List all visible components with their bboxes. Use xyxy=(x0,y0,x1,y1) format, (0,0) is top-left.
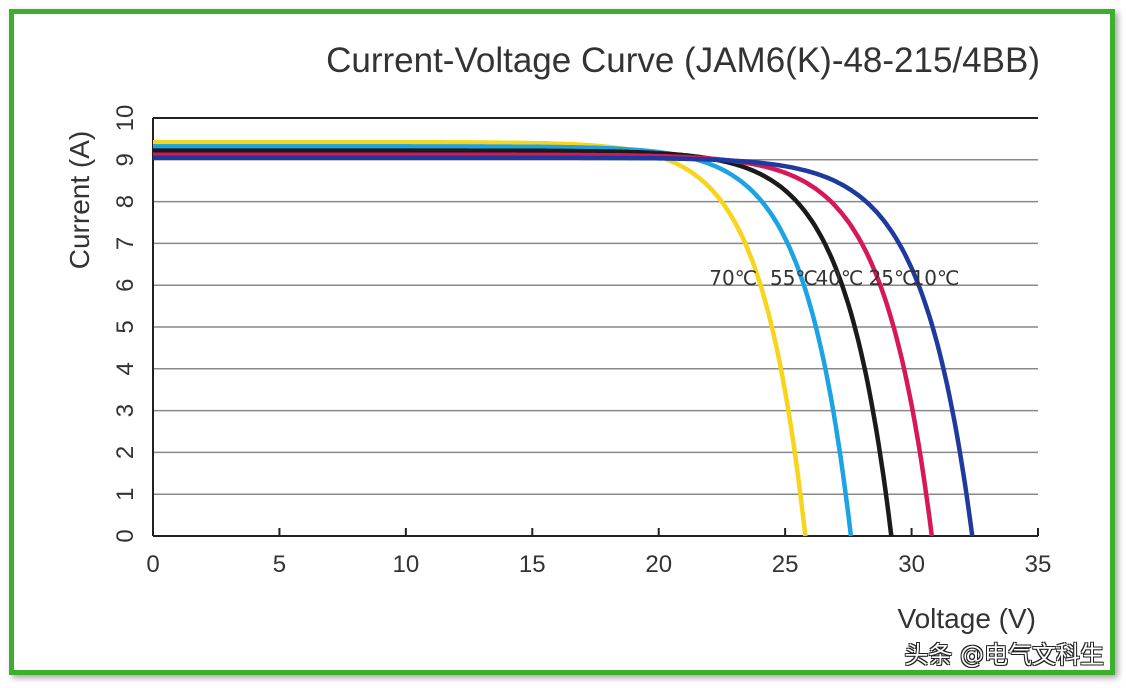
series-label: 40℃ xyxy=(815,266,863,290)
y-axis-label: Current (A) xyxy=(64,131,95,269)
curve-70c xyxy=(153,139,808,537)
y-tick-label: 9 xyxy=(112,153,139,166)
y-tick-label: 7 xyxy=(112,237,139,250)
x-tick-label: 25 xyxy=(772,551,799,578)
x-tick-label: 15 xyxy=(519,551,546,578)
series-label: 55℃ xyxy=(770,266,818,290)
y-tick-label: 8 xyxy=(112,195,139,208)
green-frame xyxy=(9,9,1115,675)
curve-25c xyxy=(153,152,935,537)
x-tick-label: 0 xyxy=(146,551,159,578)
chart-title: Current-Voltage Curve (JAM6(K)-48-215/4B… xyxy=(326,41,1040,80)
series-label: 10℃ xyxy=(912,266,960,290)
y-tick-label: 10 xyxy=(112,105,139,132)
x-tick-label: 10 xyxy=(393,551,420,578)
curve-10c xyxy=(153,155,975,537)
x-tick-label: 5 xyxy=(273,551,286,578)
y-tick-label: 5 xyxy=(112,320,139,333)
y-tick-label: 4 xyxy=(112,362,139,375)
y-tick-label: 1 xyxy=(112,488,139,501)
curve-55c xyxy=(153,144,854,537)
y-tick-label: 0 xyxy=(112,529,139,542)
y-tick-label: 6 xyxy=(112,279,139,292)
x-tick-label: 35 xyxy=(1025,551,1052,578)
x-tick-label: 30 xyxy=(898,551,925,578)
y-tick-label: 2 xyxy=(112,446,139,459)
curve-40c xyxy=(153,148,894,537)
series-label: 25℃ xyxy=(869,266,917,290)
x-tick-label: 20 xyxy=(645,551,672,578)
x-axis-label: Voltage (V) xyxy=(897,603,1036,634)
watermark: 头条 @电气文科生 xyxy=(904,641,1104,669)
series-label: 70℃ xyxy=(709,266,757,290)
y-tick-label: 3 xyxy=(112,404,139,417)
